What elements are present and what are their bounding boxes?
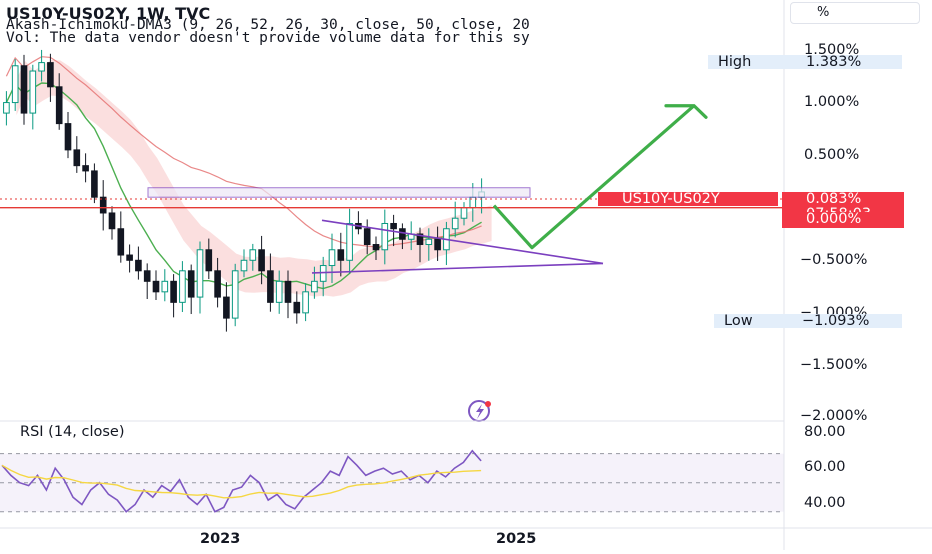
candle-body (82, 165, 89, 172)
ichimoku-cloud-band (16, 59, 492, 297)
candle-body (258, 249, 265, 272)
drawings (0, 104, 784, 422)
candle-body (346, 222, 353, 261)
candle-body (214, 270, 221, 298)
price-axis-label: 1.500% (804, 42, 860, 58)
projection-arrow (492, 104, 696, 250)
candle-body (460, 207, 468, 219)
candle-body (135, 259, 142, 272)
candle-body (205, 249, 213, 272)
rsi-pane (0, 449, 784, 513)
candle-body (293, 301, 301, 314)
candle-body (55, 86, 63, 125)
candle-body (311, 280, 318, 293)
rsi-line (1, 449, 482, 513)
percent-scale-button[interactable]: % (790, 2, 920, 24)
candle-body (143, 270, 151, 282)
lightning-icon (468, 400, 491, 422)
time-axis-label: 2025 (496, 531, 537, 547)
candle-body (161, 280, 169, 293)
rsi-axis-label: 60.00 (804, 459, 846, 475)
high-value: 1.383% (806, 54, 862, 70)
candle-body (240, 259, 248, 272)
candle-body (372, 244, 380, 251)
candle-body (284, 280, 292, 303)
rsi-axis-label: 40.00 (804, 495, 846, 511)
price-axis-label: −2.000% (800, 408, 868, 424)
low-label: Low (724, 313, 753, 329)
candle-body (390, 222, 397, 230)
resistance-box (147, 187, 531, 198)
candle-body (38, 62, 45, 72)
rsi-legend[interactable]: RSI (14, close) (20, 424, 125, 440)
ichimoku-cloud (16, 59, 492, 297)
zero-level-tag: 0.000% (782, 212, 904, 227)
high-marker: High (708, 54, 902, 70)
candle-body (399, 228, 406, 240)
lightning-icon-dot (485, 401, 491, 407)
candle-body (231, 270, 239, 319)
trendline-lower (311, 262, 604, 274)
price-axis-label: −1.500% (800, 357, 868, 373)
candle-body (29, 70, 37, 114)
candle-body (434, 238, 441, 251)
lightning-icon-bolt (476, 404, 484, 419)
candles (3, 49, 485, 332)
candle-body (73, 149, 81, 167)
candle-body (187, 270, 195, 298)
candle-body (91, 170, 98, 198)
candle-body (126, 254, 133, 261)
indicator-legend[interactable]: Akash-Ichimoku-DMA3 (9, 26, 52, 26, 30, … (6, 17, 530, 33)
candle-body (170, 280, 177, 303)
candle-body (267, 270, 274, 303)
rsi-ma-line (1, 464, 482, 499)
candle-body (381, 222, 389, 251)
symbol-title[interactable]: US10Y-US02Y, 1W, TVC (6, 4, 211, 23)
candle-body (99, 196, 107, 214)
candle-body (319, 265, 327, 282)
low-marker: Low (714, 313, 902, 329)
candle-body (425, 238, 433, 246)
candle-body (64, 123, 72, 151)
volume-legend[interactable]: Vol: The data vendor doesn't provide vol… (6, 30, 530, 46)
high-label: High (718, 54, 752, 70)
candle-body (275, 280, 283, 303)
candle-body (152, 280, 160, 293)
price-axis-label: 1.000% (804, 94, 860, 110)
candle-body (117, 228, 125, 256)
projection-arrowhead (664, 104, 708, 119)
candle-body (337, 249, 345, 261)
candle-body (11, 65, 19, 104)
price-axis-label: 0.500% (804, 147, 860, 163)
candle-body (451, 217, 459, 230)
candle-body (363, 228, 371, 246)
candle-body (179, 270, 186, 303)
candle-body (328, 249, 336, 267)
time-axis-label: 2023 (200, 531, 241, 547)
candle-body (249, 249, 257, 261)
legend-header: US10Y-US02Y, 1W, TVC Akash-Ichimoku-DMA3… (0, 0, 784, 48)
last-value: 0.083% (806, 191, 862, 207)
candle-body (416, 233, 424, 246)
candle-body (302, 291, 309, 314)
candle-body (47, 62, 54, 88)
low-value: −1.093% (802, 313, 870, 329)
price-axis-label: −0.500% (800, 252, 868, 268)
symbol-price-tag: US10Y-US02Y (598, 192, 778, 207)
rsi-axis-label: 80.00 (804, 424, 846, 440)
candle-body (3, 102, 10, 114)
candle-body (223, 296, 230, 319)
candle-body (108, 212, 116, 230)
candle-body (196, 249, 204, 298)
candle-body (20, 65, 28, 114)
trendline-upper (321, 219, 604, 265)
